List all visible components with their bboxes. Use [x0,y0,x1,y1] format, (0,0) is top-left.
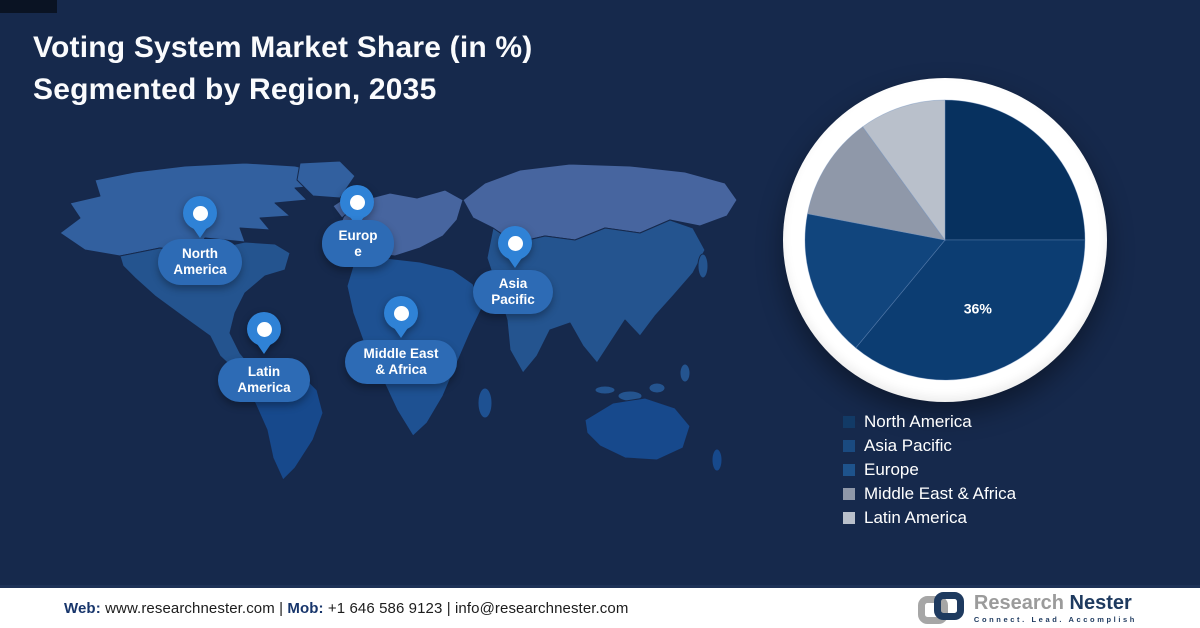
pie-legend: North America Asia Pacific Europe Middle… [843,410,1016,530]
pin-dot-icon [393,305,409,321]
pie-slice-asia-pacific [855,239,1086,381]
map-label-text: Asia Pacific [491,276,535,307]
island-philippines [679,363,691,383]
legend-swatch-icon [843,416,855,428]
map-label-latin-america: Latin America [218,358,310,402]
footer-contact: Web: www.researchnester.com | Mob: +1 64… [64,600,628,617]
legend-swatch-icon [843,464,855,476]
map-label-text: Latin America [237,364,291,395]
page-title: Voting System Market Share (in %) Segmen… [33,27,533,111]
map-pin-asia-pacific-icon [498,226,532,260]
research-nester-logo: Research Nester Connect. Lead. Accomplis… [917,591,1137,625]
legend-item-north-america: North America [843,410,1016,434]
logo-tagline: Connect. Lead. Accomplish [973,614,1137,624]
legend-label: North America [864,412,972,431]
pin-dot-icon [507,235,523,251]
website-url: www.researchnester.com [105,599,275,617]
legend-label: Middle East & Africa [864,484,1017,503]
chain-links-icon [917,592,964,624]
legend-item-middle-east-africa: Middle East & Africa [843,482,1016,506]
map-label-text: North America [173,246,227,277]
logo-text: Research Nester Connect. Lead. Accomplis… [974,593,1137,624]
map-label-north-america: North America [158,239,242,285]
legend-label: Asia Pacific [864,436,952,455]
island-japan [697,253,709,279]
legend-item-europe: Europe [843,458,1016,482]
island-sulawesi [648,382,666,394]
logo-name: Research Nester [974,593,1137,613]
page-title-line1: Voting System Market Share (in %) [33,31,533,64]
map-label-asia-pacific: Asia Pacific [473,270,553,314]
corner-mark [0,0,57,13]
pie-slice-north-america [944,99,1086,241]
pie-chart-ring: 36% [783,78,1107,402]
pin-dot-icon [256,321,272,337]
phone-number: +1 646 586 9123 [327,599,443,617]
legend-label: Europe [864,460,919,479]
pie-slice-latin-america [862,99,946,242]
world-map [59,160,738,481]
island-new-zealand [711,448,723,472]
legend-item-latin-america: Latin America [843,506,1016,530]
pin-dot-icon [349,194,365,210]
continent-asia [486,219,706,374]
map-pin-latin-america-icon [247,312,281,346]
island-sumatra [594,385,616,395]
island-madagascar [477,387,493,419]
logo-name-nester: Nester [1069,591,1132,614]
continent-australia [584,397,691,461]
legend-swatch-icon [843,488,855,500]
legend-swatch-icon [843,440,855,452]
separator: | [446,599,451,617]
logo-name-research: Research [973,591,1064,614]
map-label-middle-east-africa: Middle East & Africa [345,340,457,384]
pie-slice-europe [804,213,946,349]
pie-data-label: 36% [964,300,993,316]
map-label-text: Middle East & Africa [363,346,439,377]
pie-slice-middle-east-africa [807,126,946,241]
page-title-line2: Segmented by Region, 2035 [33,73,437,106]
web-label: Web: [64,599,101,617]
separator: | [279,599,284,617]
map-label-europe: Europ e [322,220,394,267]
map-pin-north-america-icon [183,196,217,230]
map-pin-europe-icon [340,185,374,219]
email-address: info@researchnester.com [455,599,629,617]
footer-bar: Web: www.researchnester.com | Mob: +1 64… [0,585,1200,628]
legend-item-asia-pacific: Asia Pacific [843,434,1016,458]
legend-label: Latin America [864,508,967,527]
pin-dot-icon [192,205,208,221]
map-pin-middle-east-africa-icon [384,296,418,330]
map-label-text: Europ e [338,227,378,259]
mob-label: Mob: [287,599,324,617]
pie-chart-svg: 36% [804,99,1086,381]
legend-swatch-icon [843,512,855,524]
